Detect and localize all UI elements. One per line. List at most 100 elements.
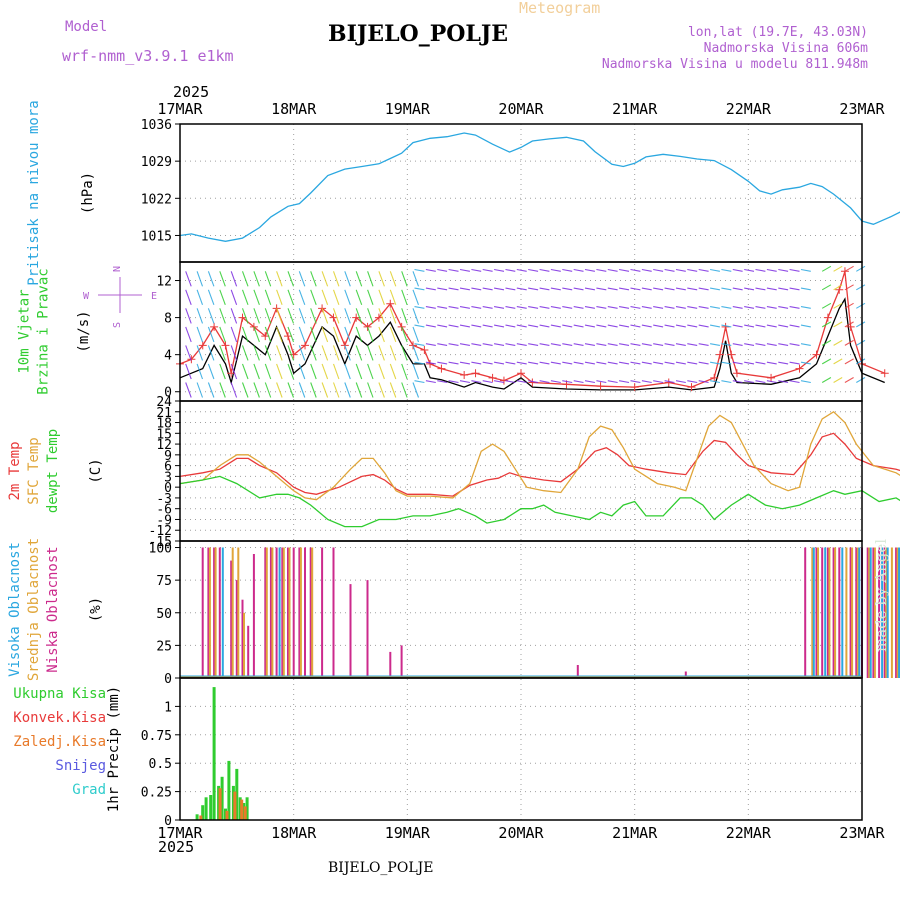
wind-barb <box>653 324 664 328</box>
gust-marker <box>732 369 741 378</box>
wind-barb <box>276 308 283 324</box>
wind-barb <box>425 380 436 384</box>
gust-marker <box>363 322 372 331</box>
bar-cloud-low_cloud <box>213 547 216 678</box>
wind-barb <box>607 361 618 365</box>
ylabel-cloud-2: Niska Oblacnost <box>45 546 61 672</box>
wind-barb <box>698 268 709 272</box>
wind-barb <box>414 306 425 309</box>
wind-barb <box>800 268 811 272</box>
wind-barb <box>207 289 215 305</box>
bar-cloud-low_cloud <box>821 547 824 678</box>
wind-barb <box>355 271 363 287</box>
wind-barb <box>800 343 811 346</box>
wind-barb <box>687 361 698 365</box>
wind-barb <box>437 380 448 384</box>
bar-cloud-mid_cloud <box>311 547 314 678</box>
wind-barb <box>710 306 720 309</box>
y-tick-label-wind: 8 <box>164 312 172 327</box>
wind-barb <box>414 343 425 346</box>
wind-barb <box>401 308 408 324</box>
wind-barb <box>744 343 755 346</box>
wind-barb <box>414 361 425 365</box>
wind-barb <box>664 306 675 309</box>
series-line-pressure-pressure <box>179 132 900 242</box>
wind-barb <box>687 343 698 346</box>
wind-barb <box>401 363 408 380</box>
time-tick-bottom-22MAR: 22MAR <box>726 824 772 842</box>
y-tick-label-precip: 1 <box>164 700 172 715</box>
wind-barb <box>230 382 238 398</box>
wind-barb <box>821 265 832 272</box>
bar-cloud-low_cloud <box>304 547 306 678</box>
bar-cloud-low_cloud <box>292 547 295 678</box>
wind-barb <box>766 287 777 291</box>
ylabel-temperature-0: 2m Temp <box>7 441 23 500</box>
bar-cloud-low_cloud <box>878 547 881 678</box>
wind-barb <box>344 382 351 398</box>
wind-barb <box>310 271 317 287</box>
wind-barb <box>833 377 843 383</box>
wind-barb <box>653 380 664 384</box>
gust-marker <box>710 373 719 382</box>
bar-cloud-low_cloud <box>872 547 875 678</box>
wind-barb <box>253 363 260 380</box>
wind-barb <box>664 361 675 365</box>
wind-barb <box>528 287 539 291</box>
wind-barb <box>378 382 385 398</box>
wind-barb <box>310 345 317 361</box>
wind-barb <box>230 363 238 380</box>
bar-cloud-mid_cloud <box>828 547 831 678</box>
bar-cloud-mid_cloud <box>271 547 274 678</box>
wind-barb <box>856 302 866 309</box>
wind-barb <box>562 287 573 291</box>
bar-cloud-high_cloud <box>278 547 281 678</box>
wind-barb <box>412 382 420 398</box>
wind-barb <box>207 326 215 343</box>
wind-barb <box>219 382 226 398</box>
bar-cloud-high_cloud <box>824 547 827 678</box>
y-tick-label-precip: 0 <box>164 814 172 829</box>
gust-marker <box>630 383 639 392</box>
unit-label-pressure: (hPa) <box>80 172 96 214</box>
bar-cloud-low_cloud <box>684 671 687 678</box>
wind-barb <box>332 289 340 305</box>
compass-east-label: E <box>151 291 157 302</box>
wind-barb <box>253 289 260 305</box>
wind-barb <box>414 324 425 328</box>
bar-cloud-low_cloud <box>349 584 352 678</box>
wind-barb <box>505 306 516 309</box>
wind-barb <box>310 363 317 380</box>
year-label-bottom: 2025 <box>158 838 195 856</box>
wind-barb <box>264 345 272 361</box>
wind-barb <box>412 308 420 324</box>
wind-barb <box>596 380 607 384</box>
wind-barb <box>821 302 832 309</box>
bar-cloud-mid_cloud <box>214 547 217 678</box>
wind-barb <box>562 380 573 384</box>
series-line-temperature-dewpt <box>179 475 900 528</box>
wind-barb <box>789 324 800 328</box>
wind-barb <box>230 271 238 287</box>
wind-barb <box>196 345 204 361</box>
wind-barb <box>471 324 482 328</box>
wind-barb <box>550 287 561 291</box>
unit-label-wind: (m/s) <box>76 310 92 352</box>
wind-barb <box>562 268 573 272</box>
bar-cloud-low_cloud <box>264 547 267 678</box>
wind-barb <box>389 289 397 305</box>
wind-barb <box>539 268 550 272</box>
wind-barb <box>528 380 539 384</box>
wind-barb <box>755 268 766 272</box>
wind-barb <box>630 287 641 291</box>
wind-barb <box>482 324 493 328</box>
y-tick-label-temperature: 6 <box>164 460 172 475</box>
wind-barb <box>321 271 329 287</box>
wind-barb <box>505 343 516 346</box>
wind-barb <box>185 308 192 324</box>
wind-barb <box>344 326 351 343</box>
wind-barb <box>833 284 843 291</box>
gust-marker <box>210 322 219 331</box>
wind-barb <box>401 345 408 361</box>
wind-barb <box>459 343 470 346</box>
